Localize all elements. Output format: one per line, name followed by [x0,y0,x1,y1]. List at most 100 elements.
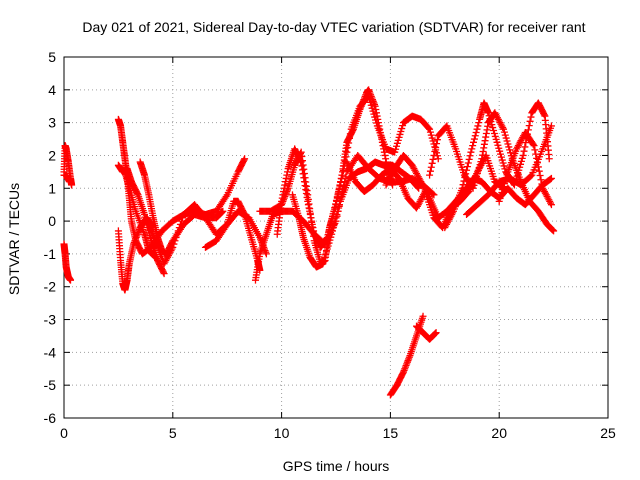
data-point [305,204,313,212]
data-point [526,117,534,125]
data-point [414,183,422,191]
series-arc-10 [201,197,264,274]
data-point [174,227,182,235]
data-point [179,214,187,222]
data-point [282,178,290,186]
y-tick-label: 5 [48,49,56,65]
data-point [470,138,478,146]
data-point [283,171,291,179]
data-point [472,128,480,136]
data-point [133,190,141,198]
x-tick-label: 20 [491,425,507,441]
data-point [134,229,142,237]
data-point [345,139,353,147]
data-point [279,191,287,199]
data-point [530,142,538,150]
series-arc-20 [495,128,555,209]
data-point [339,167,347,175]
data-point [132,235,140,243]
data-point [478,155,486,163]
data-point [527,172,535,180]
data-point [303,193,311,201]
data-point [304,197,312,205]
y-tick-label: 0 [48,213,56,229]
data-point [283,186,291,194]
data-point [402,361,410,369]
data-point [403,360,411,368]
data-point [304,201,312,209]
data-point [521,143,529,151]
data-point [65,178,73,186]
data-point [533,154,541,162]
data-point [338,175,346,183]
y-tick-label: 4 [48,82,56,98]
data-point [464,159,472,167]
data-point [297,157,305,165]
data-point [159,268,167,276]
data-point [241,155,249,163]
data-point [131,237,139,245]
data-point [449,209,457,217]
data-point [425,124,433,132]
data-point [405,353,413,361]
data-point [429,190,437,198]
data-point [467,148,475,156]
data-point [431,330,439,338]
data-point [151,253,159,261]
data-point [426,167,434,175]
data-point [462,170,470,178]
data-point [297,148,305,156]
tick-labels: 0 5 10 15 20 25 -6 -5 -4 -3 -2 -1 0 1 2 3 4 5 [44,49,616,441]
series-arc-22 [413,322,440,343]
data-point [550,227,558,235]
data-point [301,182,309,190]
data-point [403,358,411,366]
x-tick-label: 15 [383,425,399,441]
data-point [222,222,230,230]
data-point [425,192,433,200]
data-point [382,155,390,163]
data-point [173,230,181,238]
x-tick-label: 5 [169,425,177,441]
data-point [405,355,413,363]
data-point [365,86,373,94]
data-point [534,163,542,171]
data-point [532,150,540,158]
data-point [538,180,546,188]
data-point [344,144,352,152]
data-point [400,366,408,374]
data-point [240,209,248,217]
data-point [499,124,507,132]
data-point [331,217,339,225]
data-point [430,191,438,199]
y-tick-label: 1 [48,180,56,196]
data-point [323,234,331,242]
data-point [256,234,264,241]
data-point [399,368,407,376]
data-point [332,200,340,208]
data-point [330,220,338,228]
y-axis-label: SDTVAR / TECUs [6,183,22,295]
data-point [461,173,469,181]
data-point [171,237,179,245]
data-point [278,194,286,202]
data-point [433,140,441,148]
data-point [401,363,409,371]
axis-ticks [63,56,609,419]
data-point [432,329,440,337]
data-point [474,122,482,130]
data-point [535,167,543,175]
data-point [484,122,492,130]
data-point [222,192,230,200]
data-point [307,214,315,222]
data-point [135,227,143,235]
data-point [306,211,314,219]
series-arc-07 [121,168,159,261]
data-point [176,220,184,228]
y-tick-label: -1 [44,246,57,262]
data-point [404,357,412,365]
data-point [389,181,397,189]
data-points [60,86,558,399]
data-point [302,186,310,194]
y-tick-label: -4 [44,344,57,360]
